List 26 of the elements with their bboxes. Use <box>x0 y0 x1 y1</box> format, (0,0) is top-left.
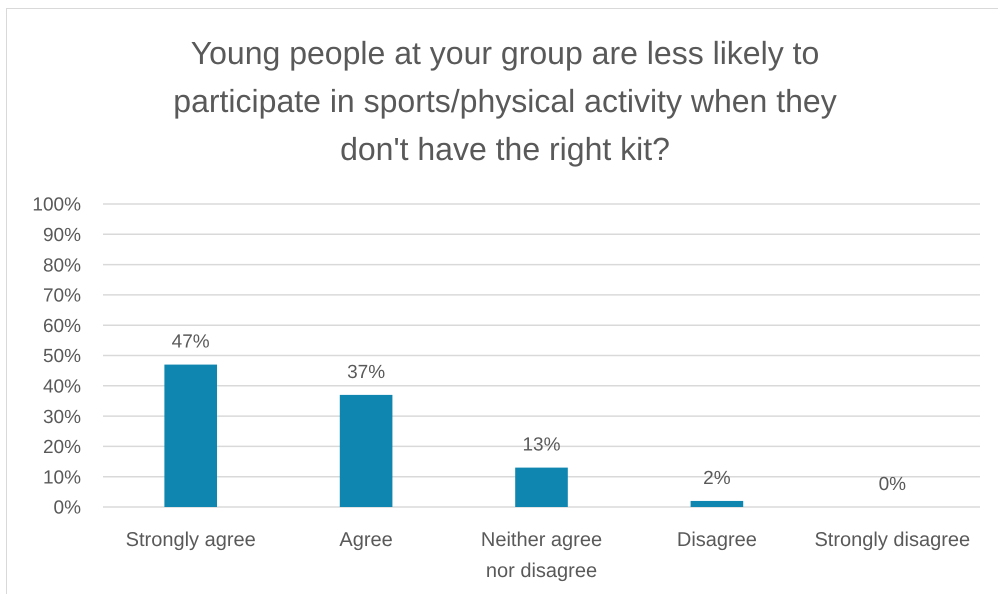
data-label: 13% <box>522 434 561 456</box>
y-tick-label: 50% <box>42 346 82 368</box>
bar <box>340 394 392 507</box>
y-tick-label: 30% <box>42 406 82 428</box>
chart-title: Young people at your group are less likely to participate in sports/physical activity when they don't have the right kit? <box>173 35 837 167</box>
y-tick-label: 0% <box>54 498 82 519</box>
bar <box>515 468 568 507</box>
x-tick-label: Strongly agree <box>126 529 256 551</box>
x-tick-label: Agree <box>339 529 393 551</box>
data-label: 37% <box>347 362 386 383</box>
x-tick-label: Neither agree nor disagree <box>480 529 602 582</box>
data-label: 2% <box>703 468 731 489</box>
bar <box>690 500 744 507</box>
y-tick-label: 90% <box>42 224 82 246</box>
y-tick-label: 10% <box>42 467 82 488</box>
data-label: 47% <box>172 332 210 353</box>
y-tick-label: 80% <box>42 255 82 276</box>
data-label: 0% <box>878 474 906 495</box>
y-tick-label: 40% <box>42 376 82 398</box>
x-tick-label: Strongly disagree <box>814 529 970 551</box>
y-tick-label: 60% <box>42 316 82 337</box>
x-tick-label: Disagree <box>676 529 757 551</box>
y-tick-label: 70% <box>42 286 82 307</box>
y-tick-label: 20% <box>42 437 82 458</box>
y-tick-label: 100% <box>32 194 82 216</box>
bar <box>164 364 218 507</box>
